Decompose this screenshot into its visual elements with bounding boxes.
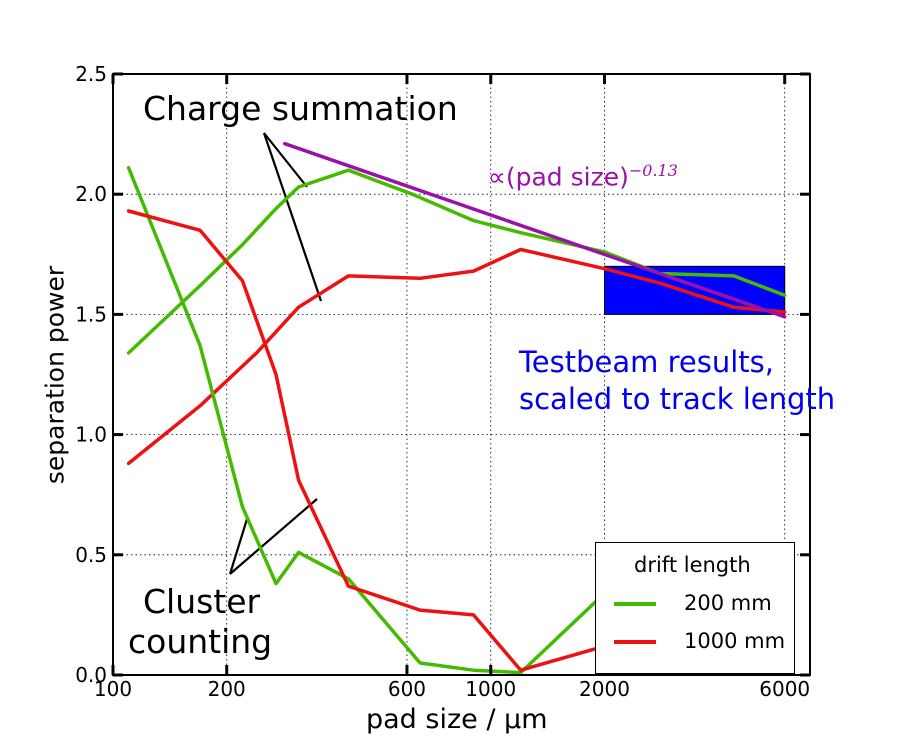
plot-frame-border [112,73,811,676]
series-line-1000-mm-cluster-counting [126,209,607,672]
x-tick-label: 2000 [579,677,630,701]
ticks [111,72,810,677]
charge-summation-arrow [263,132,308,188]
charge-summation-annotation: Charge summation [143,89,458,128]
series-line-fit [283,141,787,319]
cluster-counting-annotation-line1: Cluster [143,582,261,621]
series-line-1000-mm-charge-summation [126,247,787,466]
legend: drift length 200 mm 1000 mm [595,542,795,674]
legend-label-200mm: 200 mm [684,591,772,615]
tick-labels: 0.0 0.5 1.0 1.5 2.0 2.5 100 200 600 1000 2000 6000 [75,62,810,701]
cluster-counting-annotation-line2: counting [128,622,273,661]
legend-swatch-1000mm [614,640,656,644]
legend-title: drift length [634,553,751,577]
y-tick-label: 2.0 [75,182,107,206]
cluster-counting-arrow [229,498,318,575]
x-tick-label: 200 [208,677,246,701]
y-axis-label: separation power [40,265,70,485]
power-law-exponent: −0.13 [628,161,678,180]
x-tick-label: 100 [94,677,132,701]
legend-label-1000mm: 1000 mm [684,629,786,653]
charge-summation-arrow [262,132,323,302]
legend-swatch-200mm [614,602,656,606]
x-tick-label: 1000 [465,677,516,701]
series-line-200-mm-cluster-counting [126,166,607,675]
y-tick-label: 0.5 [75,543,107,567]
x-tick-label: 600 [388,677,426,701]
x-tick-label: 6000 [759,677,810,701]
plot-frame [112,73,811,676]
y-tick-label: 1.5 [75,302,107,326]
series-layer [126,141,787,675]
annotation-arrows [228,132,323,575]
power-law-annotation: ∝(pad size)−0.13 [488,161,678,192]
y-tick-label: 0.0 [75,663,107,687]
testbeam-annotation-line1: Testbeam results, [519,345,774,379]
power-law-prefix: ∝(pad size) [488,162,629,192]
y-tick-label: 2.5 [75,62,107,86]
y-tick-label: 1.0 [75,423,107,447]
x-axis-label: pad size / μm [366,704,548,735]
cluster-counting-arrow [228,518,249,575]
testbeam-annotation-line2: scaled to track length [519,382,836,416]
